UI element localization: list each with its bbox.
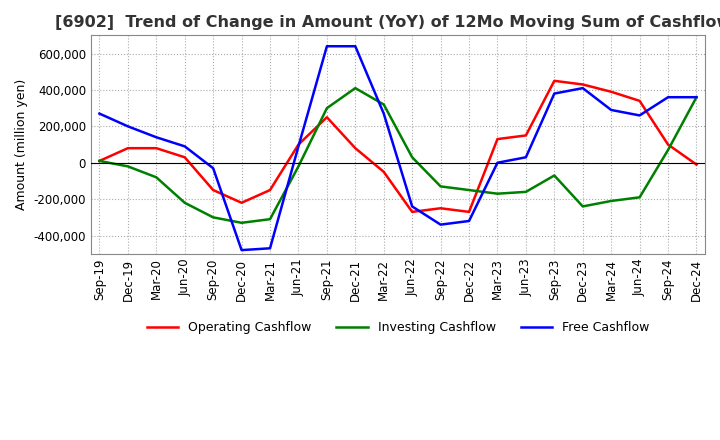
Line: Investing Cashflow: Investing Cashflow xyxy=(99,88,696,223)
Line: Free Cashflow: Free Cashflow xyxy=(99,46,696,250)
Operating Cashflow xyxy=(550,78,559,84)
Operating Cashflow xyxy=(181,154,189,160)
Free Cashflow xyxy=(209,165,217,171)
Operating Cashflow xyxy=(607,89,616,95)
Free Cashflow xyxy=(664,95,672,100)
Free Cashflow xyxy=(578,85,587,91)
Title: [6902]  Trend of Change in Amount (YoY) of 12Mo Moving Sum of Cashflows: [6902] Trend of Change in Amount (YoY) o… xyxy=(55,15,720,30)
Investing Cashflow xyxy=(493,191,502,196)
Operating Cashflow xyxy=(95,158,104,164)
Investing Cashflow xyxy=(664,147,672,153)
Operating Cashflow xyxy=(464,209,473,215)
Operating Cashflow xyxy=(521,133,530,138)
Operating Cashflow xyxy=(692,162,701,167)
Investing Cashflow xyxy=(124,164,132,169)
Investing Cashflow xyxy=(692,95,701,100)
Free Cashflow xyxy=(95,111,104,116)
Operating Cashflow xyxy=(351,146,359,151)
Free Cashflow xyxy=(607,107,616,113)
Legend: Operating Cashflow, Investing Cashflow, Free Cashflow: Operating Cashflow, Investing Cashflow, … xyxy=(142,316,654,339)
Free Cashflow xyxy=(493,160,502,165)
Investing Cashflow xyxy=(351,85,359,91)
Operating Cashflow xyxy=(664,142,672,147)
Operating Cashflow xyxy=(635,98,644,103)
Investing Cashflow xyxy=(464,187,473,193)
Free Cashflow xyxy=(692,95,701,100)
Free Cashflow xyxy=(379,111,388,116)
Investing Cashflow xyxy=(436,184,445,189)
Free Cashflow xyxy=(238,247,246,253)
Y-axis label: Amount (million yen): Amount (million yen) xyxy=(15,79,28,210)
Operating Cashflow xyxy=(436,205,445,211)
Operating Cashflow xyxy=(323,114,331,120)
Operating Cashflow xyxy=(124,146,132,151)
Investing Cashflow xyxy=(408,154,416,160)
Operating Cashflow xyxy=(266,187,274,193)
Free Cashflow xyxy=(408,204,416,209)
Investing Cashflow xyxy=(266,216,274,222)
Free Cashflow xyxy=(266,246,274,251)
Operating Cashflow xyxy=(578,82,587,87)
Operating Cashflow xyxy=(152,146,161,151)
Free Cashflow xyxy=(550,91,559,96)
Free Cashflow xyxy=(323,44,331,49)
Free Cashflow xyxy=(635,113,644,118)
Free Cashflow xyxy=(521,154,530,160)
Free Cashflow xyxy=(464,218,473,224)
Investing Cashflow xyxy=(521,189,530,194)
Free Cashflow xyxy=(436,222,445,227)
Investing Cashflow xyxy=(238,220,246,225)
Line: Operating Cashflow: Operating Cashflow xyxy=(99,81,696,212)
Investing Cashflow xyxy=(578,204,587,209)
Investing Cashflow xyxy=(379,102,388,107)
Investing Cashflow xyxy=(607,198,616,204)
Investing Cashflow xyxy=(323,106,331,111)
Investing Cashflow xyxy=(95,158,104,164)
Operating Cashflow xyxy=(238,200,246,205)
Investing Cashflow xyxy=(550,173,559,178)
Investing Cashflow xyxy=(181,200,189,205)
Operating Cashflow xyxy=(493,136,502,142)
Operating Cashflow xyxy=(209,187,217,193)
Free Cashflow xyxy=(124,124,132,129)
Investing Cashflow xyxy=(209,215,217,220)
Investing Cashflow xyxy=(294,164,303,169)
Free Cashflow xyxy=(294,144,303,149)
Investing Cashflow xyxy=(635,194,644,200)
Free Cashflow xyxy=(351,44,359,49)
Investing Cashflow xyxy=(152,175,161,180)
Free Cashflow xyxy=(152,135,161,140)
Operating Cashflow xyxy=(379,169,388,175)
Operating Cashflow xyxy=(294,142,303,147)
Operating Cashflow xyxy=(408,209,416,215)
Free Cashflow xyxy=(181,144,189,149)
